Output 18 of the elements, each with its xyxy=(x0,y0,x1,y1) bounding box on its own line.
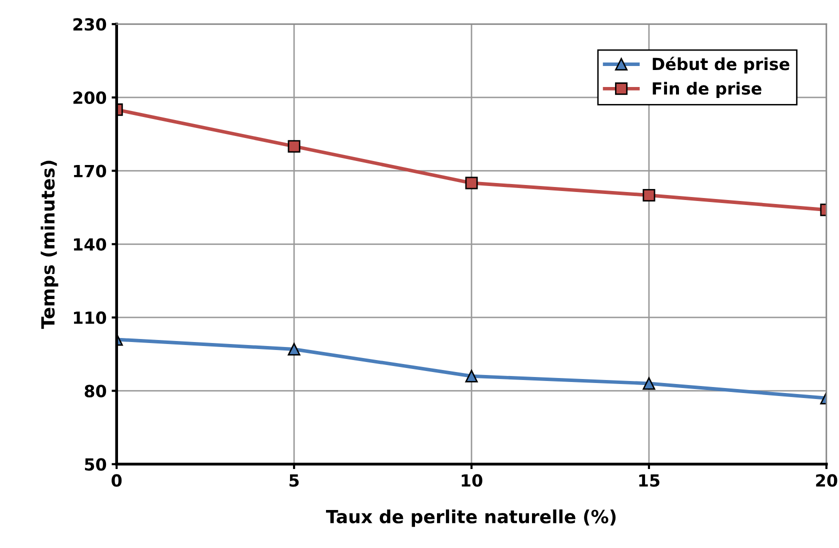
legend-label: Fin de prise xyxy=(652,82,762,98)
legend-label: Début de prise xyxy=(652,56,790,74)
x-tick-label: 15 xyxy=(639,474,660,487)
y-tick-label: 50 xyxy=(84,458,106,471)
y-tick-label: 230 xyxy=(73,18,106,31)
x-axis-title: Taux de perlite naturelle (%) xyxy=(326,509,616,527)
x-tick-label: 10 xyxy=(462,474,482,487)
point xyxy=(465,370,478,382)
y-axis-title: Temps (minutes) xyxy=(40,160,58,329)
y-tick-label: 170 xyxy=(74,164,106,178)
y-tick-label: 200 xyxy=(73,91,106,104)
y-tick-label: 110 xyxy=(74,311,106,324)
y-tick-label: 140 xyxy=(74,238,106,251)
x-tick-label: 5 xyxy=(290,474,299,487)
y-tick-label: 80 xyxy=(84,384,106,398)
point xyxy=(465,176,478,190)
x-tick-label: 0 xyxy=(112,474,122,487)
x-tick-label: 20 xyxy=(816,474,838,487)
